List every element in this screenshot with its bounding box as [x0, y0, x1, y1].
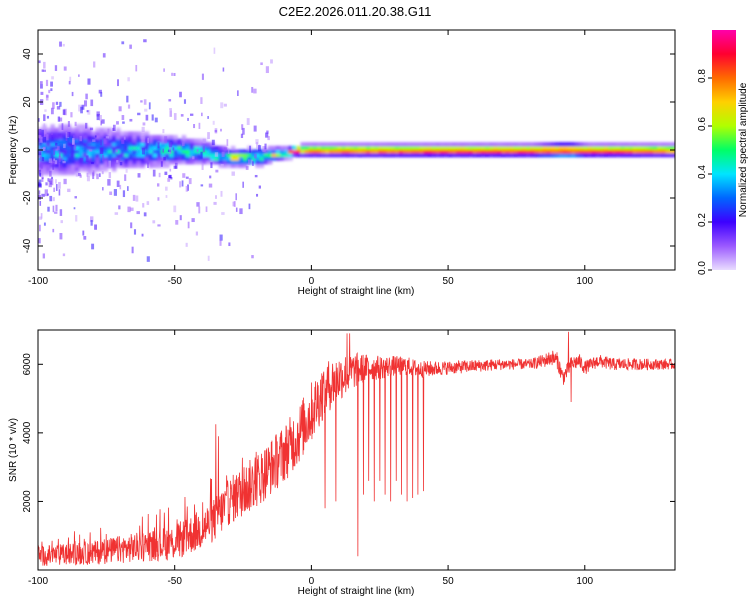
colorbar: 0.0 0.2 0.4 0.6 0.8 Normalized spectral ampl…	[697, 30, 749, 275]
spectrogram-x-tick-label: 100	[576, 276, 593, 287]
snr-x-tick-label: 50	[443, 576, 455, 587]
spectrogram-x-axis-label: Height of straight line (km)	[298, 286, 415, 297]
colorbar-tick-label: 0.2	[697, 213, 708, 227]
spectrogram-y-tick-label: -20	[22, 190, 33, 205]
spectrogram-y-axis-label: Frequency (Hz)	[8, 116, 19, 185]
colorbar-tick-label: 0.6	[697, 117, 708, 131]
spectrogram-y-tick-label: 40	[22, 48, 33, 60]
spectrogram-x-tick-label: -100	[28, 276, 48, 287]
snr-y-tick-label: 4000	[22, 421, 33, 444]
colorbar-label: Normalized spectral amplitude	[738, 82, 749, 217]
figure-title: C2E2.2026.011.20.38.G11	[279, 4, 432, 19]
snr-series-line	[38, 331, 675, 566]
snr-x-ticks: -100 -50 0 50 100	[28, 330, 594, 587]
spectrogram-x-tick-label: -50	[167, 276, 182, 287]
spectrogram-y-tick-label: 20	[22, 96, 33, 108]
snr-x-axis-label: Height of straight line (km)	[298, 586, 415, 597]
colorbar-ticks: 0.0 0.2 0.4 0.6 0.8	[697, 69, 712, 275]
spectrogram-heatmap	[38, 39, 675, 262]
spectrogram-x-ticks: -100 -50 0 50 100	[28, 30, 594, 287]
spectrogram-panel: -100 -50 0 50 100 -40 -20 0 20 40 Height of stra…	[8, 29, 676, 297]
snr-x-tick-label: -50	[167, 576, 182, 587]
snr-panel: -100 -50 0 50 100 2000 4000 6000 Height of str…	[8, 329, 676, 597]
colorbar-tick-label: 0.0	[697, 261, 708, 275]
spectrogram-y-tick-label: 0	[22, 147, 33, 153]
snr-y-tick-label: 6000	[22, 353, 33, 376]
snr-frame	[37, 329, 676, 571]
snr-y-tick-label: 2000	[22, 490, 33, 513]
snr-x-tick-label: -100	[28, 576, 48, 587]
spectrogram-y-ticks: -40 -20 0 20 40	[22, 48, 675, 253]
colorbar-gradient	[712, 30, 736, 270]
colorbar-tick-label: 0.4	[697, 165, 708, 179]
spectrogram-x-tick-label: 50	[443, 276, 455, 287]
snr-y-ticks: 2000 4000 6000	[22, 353, 675, 513]
snr-x-tick-label: 0	[309, 576, 315, 587]
snr-x-tick-label: 100	[576, 576, 593, 587]
spectrogram-y-tick-label: -40	[22, 238, 33, 253]
snr-y-axis-label: SNR (10 * v/v)	[8, 418, 19, 482]
colorbar-tick-label: 0.8	[697, 69, 708, 83]
spectrogram-x-tick-label: 0	[309, 276, 315, 287]
